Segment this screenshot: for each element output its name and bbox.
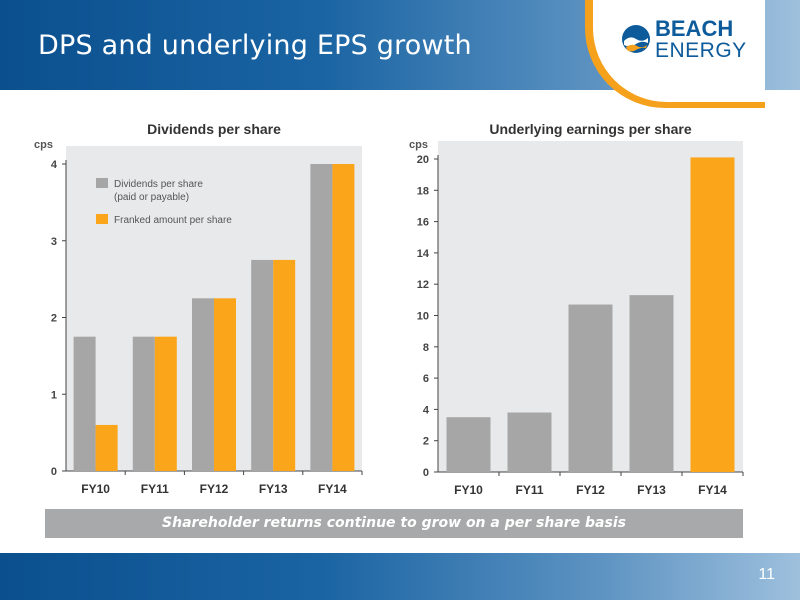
y-tick-label: 6 <box>423 373 429 385</box>
y-tick-label: 20 <box>417 154 429 166</box>
y-tick-label: 10 <box>417 311 429 323</box>
x-tick-label: FY13 <box>259 482 288 496</box>
x-tick-label: FY11 <box>141 482 169 496</box>
bar <box>132 336 155 471</box>
logo-wordmark-line1: BEACH <box>655 16 734 41</box>
bar <box>73 336 96 471</box>
bar <box>629 295 674 472</box>
y-tick-label: 1 <box>51 389 57 401</box>
summary-banner: Shareholder returns continue to grow on … <box>45 509 743 538</box>
x-tick-label: FY10 <box>81 482 110 496</box>
legend-swatch <box>96 214 108 224</box>
dividends-per-share-chart: Dividends per share cps 0 1 2 3 4 FY10 FY11 FY12 F… <box>34 121 363 496</box>
bar <box>273 259 296 471</box>
bar <box>95 424 118 471</box>
y-tick-label: 0 <box>423 467 429 479</box>
bar <box>568 304 613 472</box>
bar <box>154 336 177 471</box>
y-tick-label: 14 <box>417 248 430 260</box>
bar <box>310 164 333 471</box>
x-tick-label: FY12 <box>576 483 605 497</box>
legend-label: Franked amount per share <box>114 215 232 226</box>
x-tick-label: FY14 <box>318 482 347 496</box>
logo-wordmark-line2: ENERGY <box>655 39 747 62</box>
x-tick-label: FY14 <box>698 483 727 497</box>
y-axis-unit-label: cps <box>34 139 53 151</box>
beach-energy-logo-icon <box>622 25 650 53</box>
logo-card <box>593 0 765 102</box>
chart-title: Dividends per share <box>147 121 281 137</box>
page-number: 11 <box>758 566 775 583</box>
legend-label: Dividends per share <box>114 179 203 190</box>
footer-bar: 11 <box>0 553 800 600</box>
y-tick-label: 12 <box>417 279 429 291</box>
y-tick-label: 2 <box>423 436 429 448</box>
legend-label: (paid or payable) <box>114 192 189 203</box>
y-tick-label: 16 <box>417 217 429 229</box>
bar <box>214 298 236 471</box>
x-tick-label: FY11 <box>515 483 543 497</box>
y-tick-label: 2 <box>51 313 57 325</box>
underlying-eps-chart: Underlying earnings per share cps 0 2 4 6 8 10 1… <box>409 121 744 497</box>
y-tick-label: 3 <box>51 236 57 248</box>
y-tick-label: 4 <box>51 159 58 171</box>
x-tick-label: FY12 <box>200 482 229 496</box>
bar <box>192 298 214 471</box>
bar <box>332 164 355 471</box>
bar <box>507 412 552 472</box>
y-tick-label: 0 <box>51 466 57 478</box>
y-tick-label: 18 <box>417 185 429 197</box>
chart-title: Underlying earnings per share <box>489 121 691 137</box>
legend-swatch <box>96 178 108 188</box>
x-tick-label: FY13 <box>637 483 666 497</box>
bar <box>251 259 274 471</box>
y-tick-label: 8 <box>423 342 429 354</box>
y-axis-unit-label: cps <box>409 139 428 151</box>
x-tick-label: FY10 <box>454 483 483 497</box>
bar <box>446 417 491 472</box>
bar <box>690 157 735 472</box>
y-tick-label: 4 <box>423 404 430 416</box>
slide-title: DPS and underlying EPS growth <box>38 30 472 61</box>
